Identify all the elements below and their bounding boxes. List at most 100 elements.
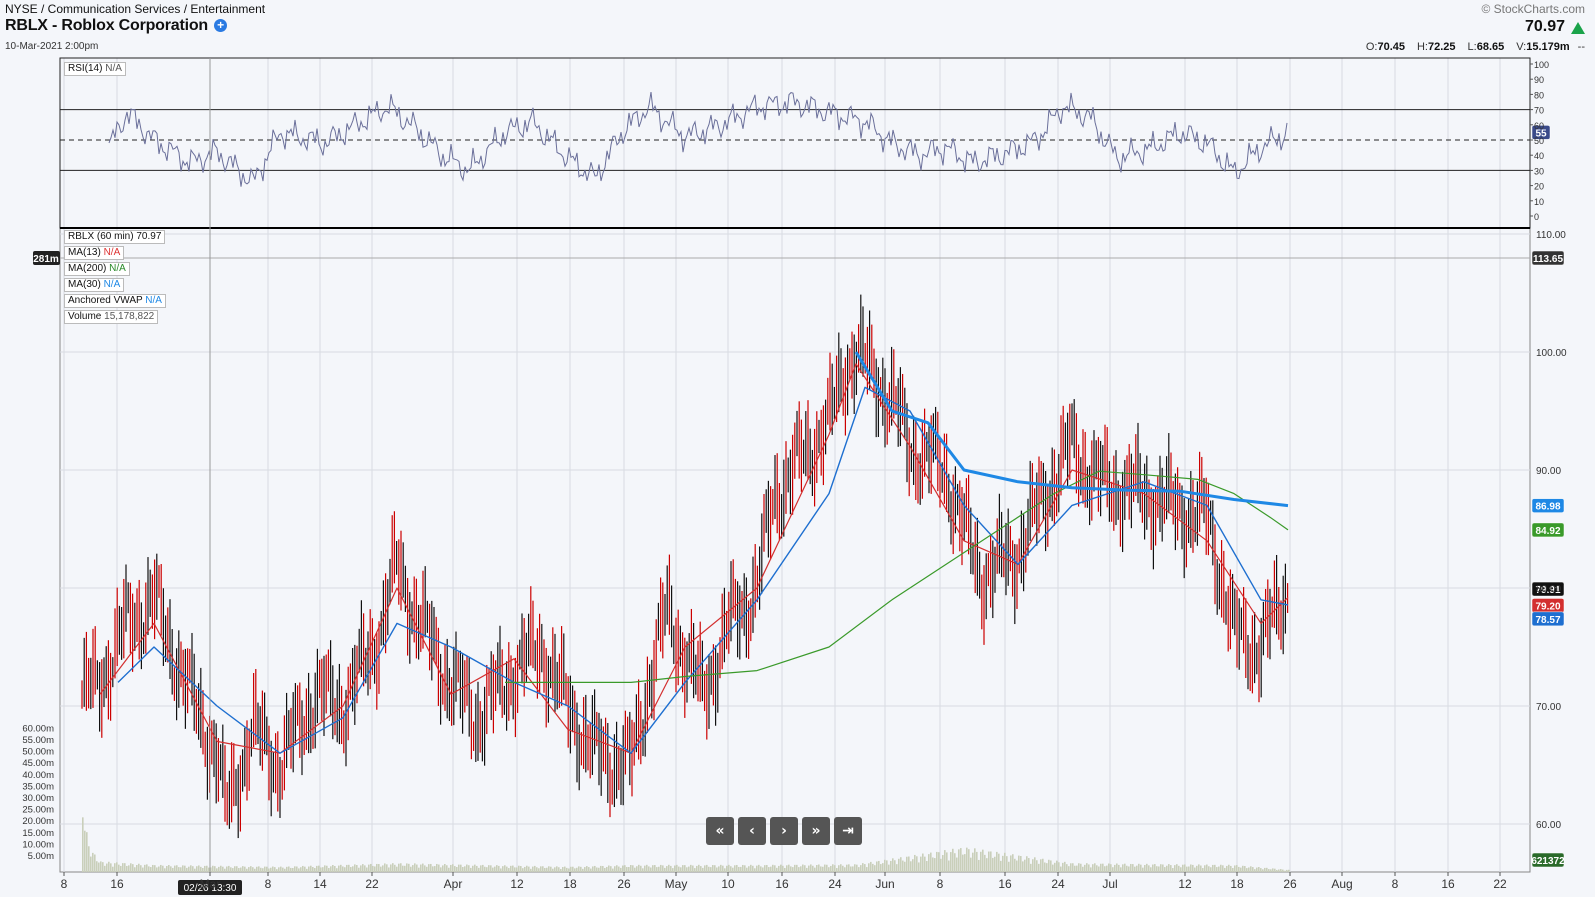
volume-bar — [1130, 863, 1132, 872]
volume-bar — [1052, 864, 1054, 872]
volume-bar — [934, 858, 936, 872]
ohlc-0: O:70.45 — [1366, 41, 1405, 53]
volume-bar — [930, 852, 932, 872]
ohlc-2: L:68.65 — [1468, 41, 1505, 53]
volume-bar — [268, 868, 270, 872]
volume-bar — [710, 867, 712, 872]
x-tick-label: 8 — [61, 877, 68, 891]
volume-bar — [366, 867, 368, 872]
volume-bar — [1266, 867, 1268, 872]
forward-button[interactable]: › — [770, 817, 798, 845]
volume-bar — [664, 867, 666, 872]
volume-bar — [156, 867, 158, 872]
x-tick-label: Apr — [444, 877, 463, 891]
volume-bar — [914, 854, 916, 872]
volume-bar — [1230, 865, 1232, 872]
volume-bar — [234, 866, 236, 872]
legend-price-label: RBLX (60 min) 70.97 — [68, 231, 162, 242]
ohlc-readout: O:70.45 H:72.25 L:68.65 V:15.179m -- — [1354, 41, 1585, 53]
rewind-button[interactable]: ‹ — [738, 817, 766, 845]
ohlc-value: 72.25 — [1427, 41, 1456, 53]
volume-bar — [114, 863, 116, 872]
line-ma-13- — [99, 363, 1289, 754]
volume-bar — [1206, 864, 1208, 872]
volume-bar — [1272, 868, 1274, 872]
volume-bar — [102, 862, 104, 872]
volume-bar — [1088, 864, 1090, 872]
volume-bar — [254, 868, 256, 872]
volume-bar — [298, 868, 300, 872]
volume-bar — [1264, 867, 1266, 872]
x-tick-label: May — [665, 877, 688, 891]
volume-bar — [1190, 864, 1192, 872]
volume-bar — [150, 867, 152, 872]
volume-bar — [874, 865, 876, 872]
volume-bar — [660, 864, 662, 872]
ohlc-label: L: — [1467, 41, 1477, 53]
volume-bar — [136, 864, 138, 872]
volume-bar — [106, 863, 108, 872]
volume-bar — [422, 863, 424, 872]
forward-far-button[interactable]: » — [802, 817, 830, 845]
up-arrow-icon — [1571, 22, 1585, 34]
volume-bar — [866, 867, 868, 872]
volume-bar — [942, 855, 944, 872]
volume-bar — [248, 867, 250, 872]
volume-bar — [910, 861, 912, 872]
volume-bar — [530, 868, 532, 872]
volume-bar — [250, 866, 252, 872]
jump-to-end-button[interactable]: ⇥ — [834, 817, 862, 845]
x-tick-label: Jul — [1102, 877, 1117, 891]
volume-bar — [986, 858, 988, 872]
volume-bar — [592, 866, 594, 872]
volume-bar — [854, 864, 856, 872]
volume-bar — [600, 865, 602, 872]
add-symbol-icon[interactable]: + — [214, 19, 227, 32]
x-tick-label: Jun — [875, 877, 894, 891]
legend-vwap-value: N/A — [145, 295, 162, 306]
volume-bar — [698, 864, 700, 872]
volume-bar — [260, 867, 262, 872]
top-value-badge: 113.65 — [1533, 254, 1563, 265]
rsi-line — [108, 92, 1288, 187]
volume-bar — [1160, 864, 1162, 872]
volume-bar — [682, 865, 684, 872]
volume-bar — [956, 857, 958, 872]
volume-bar — [624, 865, 626, 872]
volume-bar — [1194, 867, 1196, 872]
legend-rsi-label: RSI(14) — [68, 63, 103, 74]
volume-bar — [112, 866, 114, 872]
crosshair-label-bg — [178, 880, 242, 895]
legend-ma30-value: N/A — [103, 279, 121, 290]
rsi-badge-bg — [1531, 125, 1551, 140]
volume-tick-label: 50.00m — [22, 747, 54, 758]
symbol-name: RBLX - Roblox Corporation — [5, 17, 208, 34]
ohlc-value: 15.179m — [1526, 41, 1570, 53]
vwap-badge: 86.98 — [1535, 502, 1560, 513]
volume-bar — [544, 867, 546, 872]
volume-bar — [428, 864, 430, 872]
volume-bar — [236, 866, 238, 872]
volume-bar — [864, 864, 866, 872]
volume-bar — [1202, 868, 1204, 872]
price-badge-bg — [1531, 581, 1565, 597]
x-tick-label: 12 — [1178, 877, 1192, 891]
volume-bar — [702, 867, 704, 872]
volume-bar — [332, 865, 334, 872]
volume-bar — [1212, 864, 1214, 872]
volume-bar — [490, 865, 492, 872]
volume-bar — [628, 866, 630, 872]
volume-bar — [1026, 856, 1028, 872]
volume-bar — [186, 867, 188, 872]
volume-bar — [898, 858, 900, 872]
legend-ma200-value: N/A — [109, 263, 126, 274]
volume-bar — [1020, 855, 1022, 872]
volume-bar — [988, 851, 990, 872]
rewind-far-button[interactable]: « — [706, 817, 734, 845]
volume-bar — [448, 867, 450, 872]
volume-bar — [892, 858, 894, 872]
x-tick-label: 24 — [828, 877, 842, 891]
volume-bar — [1096, 865, 1098, 872]
volume-bar — [670, 865, 672, 872]
